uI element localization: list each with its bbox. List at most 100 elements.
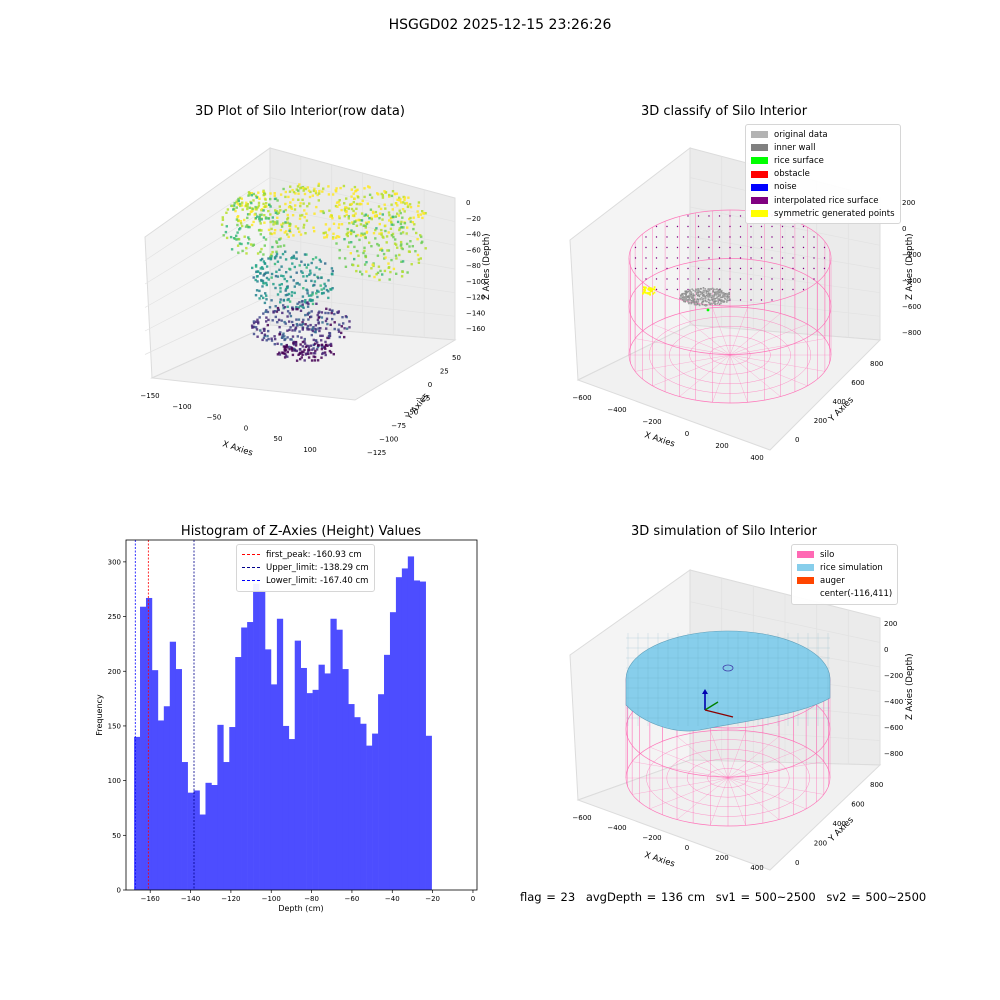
raw-zlabel: Z Axies (Depth) <box>482 233 492 300</box>
legend-swatch <box>751 157 768 165</box>
legend-label: auger <box>820 575 845 586</box>
histogram-title: Histogram of Z-Axies (Height) Values <box>180 524 422 539</box>
classify-z-tick: 200 <box>902 199 915 207</box>
classify-points <box>634 215 826 312</box>
simulation-z-tick: 0 <box>884 646 888 654</box>
legend-label: interpolated rice surface <box>774 195 879 206</box>
simulation-x-tick: −400 <box>607 824 626 832</box>
histogram-bar <box>336 629 343 890</box>
histogram-bar <box>270 684 278 891</box>
histogram-bar <box>264 649 272 891</box>
histogram-y-tick-label: 200 <box>108 668 121 676</box>
histogram-reference-lines <box>134 540 195 890</box>
histogram-bar <box>401 568 409 890</box>
legend-label: rice surface <box>774 155 824 166</box>
histogram-bar <box>211 785 218 890</box>
raw-xlabel: X Axies <box>221 439 254 458</box>
legend-entry: auger <box>797 574 892 587</box>
histogram-bar <box>134 736 141 891</box>
histogram-y-tick-label: 0 <box>117 887 121 895</box>
classify-legend: original data inner wall rice surface obsta… <box>745 124 901 225</box>
histogram-bar <box>140 606 147 890</box>
legend-swatch <box>242 554 260 556</box>
classify-z-tick: −600 <box>902 303 921 311</box>
classify-y-tick: 600 <box>851 379 864 387</box>
legend-swatch <box>797 564 814 572</box>
raw-x-tick: 100 <box>303 446 316 454</box>
histogram-bar <box>318 664 325 890</box>
simulation-x-tick: 400 <box>750 864 763 872</box>
histogram-x-tick-label: −120 <box>221 895 240 903</box>
histogram-x-tick-label: −60 <box>345 895 360 903</box>
histogram-x-ticks: −160 −140 −120 −100 −80 −60 −40 −20 0 <box>141 890 475 903</box>
histogram-bar <box>425 735 432 890</box>
classify-z-tick: −200 <box>902 251 921 259</box>
avg-depth-text: avgDepth = 136 cm <box>585 890 706 904</box>
classify-x-tick: −600 <box>572 394 591 402</box>
histogram-bar <box>199 814 206 890</box>
histogram-bar <box>384 654 391 890</box>
legend-swatch <box>797 551 814 559</box>
simulation-x-tick: −600 <box>572 814 591 822</box>
classify-y-tick: 800 <box>870 360 883 368</box>
raw-x-tick: 50 <box>274 435 283 443</box>
legend-swatch <box>242 580 260 582</box>
legend-label: center(-116,411) <box>820 589 893 600</box>
histogram-bar <box>229 727 236 890</box>
histogram-bar <box>145 597 153 890</box>
histogram-bar <box>413 580 421 890</box>
histogram-bar <box>348 704 355 890</box>
classify-x-tick: −200 <box>642 418 661 426</box>
histogram-bar <box>354 717 361 890</box>
raw-z-tick: −120 <box>466 294 485 302</box>
histogram-x-tick-label: −160 <box>141 895 160 903</box>
simulation-z-tick: −200 <box>884 672 903 680</box>
histogram-bar <box>389 612 397 890</box>
histogram-bar <box>175 669 182 890</box>
histogram-bar <box>247 622 254 890</box>
histogram-axes-frame <box>125 539 478 891</box>
raw-y-tick: −25 <box>416 395 431 403</box>
raw-y-tick: 50 <box>452 354 461 362</box>
histogram-bar <box>312 689 319 890</box>
status-footer: flag = 23 avgDepth = 136 cm sv1 = 500~25… <box>520 890 932 904</box>
histogram-bar <box>366 745 373 891</box>
simulation-xlabel: X Axies <box>643 850 676 869</box>
legend-entry: noise <box>751 181 895 194</box>
legend-swatch <box>797 591 814 598</box>
legend-swatch <box>751 131 768 139</box>
raw-y-tick: −75 <box>391 422 406 430</box>
histogram-ylabel: Frequency <box>95 694 104 736</box>
legend-swatch <box>242 567 260 569</box>
legend-entry: first_peak: -160.93 cm <box>242 548 369 561</box>
legend-swatch <box>751 170 768 178</box>
simulation-y-tick: 400 <box>833 820 846 828</box>
raw-y-tick: 25 <box>440 368 449 376</box>
classify-y-tick: 200 <box>814 417 827 425</box>
legend-label: Upper_limit: -138.29 cm <box>266 562 369 573</box>
raw-box <box>144 147 457 401</box>
simulation-x-tick: 0 <box>685 844 689 852</box>
sv2-text: sv2 = 500~2500 <box>826 890 927 904</box>
histogram-x-tick-label: −100 <box>262 895 281 903</box>
histogram-bar <box>282 725 290 890</box>
simulation-3d-plot: −600 −400 −200 0 200 400 0 200 400 600 800 200 0 −2… <box>569 569 915 872</box>
simulation-z-tick: −600 <box>884 724 903 732</box>
legend-entry: inner wall <box>751 141 895 154</box>
histogram-y-tick-label: 300 <box>108 558 121 566</box>
raw-y-tick: −50 <box>403 408 418 416</box>
classify-x-tick: 400 <box>750 454 763 462</box>
classify-x-tick: 200 <box>715 442 728 450</box>
histogram-bar <box>235 657 242 890</box>
raw-point-cloud <box>220 182 427 362</box>
classify-zlabel: Z Axies (Depth) <box>905 233 915 300</box>
simulation-z-tick: −800 <box>884 750 903 758</box>
raw-z-tick: 0 <box>466 199 470 207</box>
raw-x-tick: 0 <box>244 424 248 432</box>
histogram-bar <box>193 790 200 890</box>
histogram-bar <box>163 706 171 890</box>
raw-z-tick: −80 <box>466 262 481 270</box>
legend-label: Lower_limit: -167.40 cm <box>266 575 369 586</box>
figure-title: HSGGD02 2025-12-15 23:26:26 <box>388 17 612 33</box>
legend-swatch <box>751 144 768 152</box>
